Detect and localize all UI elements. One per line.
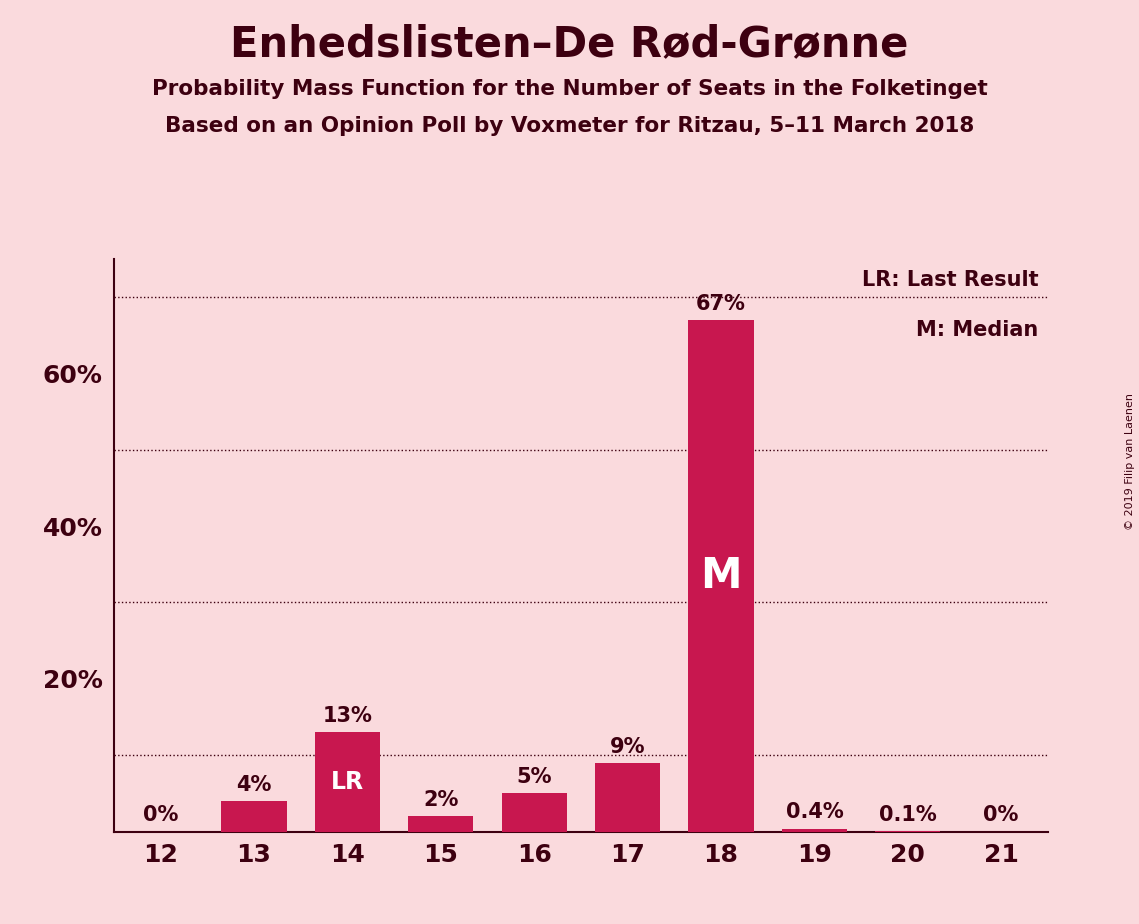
Bar [314, 733, 380, 832]
Text: © 2019 Filip van Laenen: © 2019 Filip van Laenen [1125, 394, 1134, 530]
Bar [221, 801, 287, 832]
Text: 13%: 13% [322, 706, 372, 726]
Bar [595, 763, 661, 832]
Bar [501, 794, 567, 832]
Text: 0%: 0% [142, 806, 179, 825]
Bar [781, 829, 847, 832]
Text: LR: LR [330, 770, 364, 794]
Text: 4%: 4% [236, 775, 272, 795]
Text: Probability Mass Function for the Number of Seats in the Folketinget: Probability Mass Function for the Number… [151, 79, 988, 99]
Text: 0%: 0% [983, 806, 1019, 825]
Text: LR: Last Result: LR: Last Result [862, 270, 1039, 290]
Text: M: M [700, 554, 741, 597]
Text: 67%: 67% [696, 294, 746, 314]
Text: Based on an Opinion Poll by Voxmeter for Ritzau, 5–11 March 2018: Based on an Opinion Poll by Voxmeter for… [165, 116, 974, 136]
Text: M: Median: M: Median [916, 320, 1039, 340]
Text: 0.1%: 0.1% [879, 805, 936, 825]
Text: Enhedslisten–De Rød-Grønne: Enhedslisten–De Rød-Grønne [230, 23, 909, 65]
Text: 2%: 2% [423, 790, 459, 810]
Text: 9%: 9% [609, 736, 646, 757]
Text: 5%: 5% [516, 767, 552, 787]
Text: 0.4%: 0.4% [786, 802, 843, 822]
Bar [408, 816, 474, 832]
Bar [688, 320, 754, 832]
